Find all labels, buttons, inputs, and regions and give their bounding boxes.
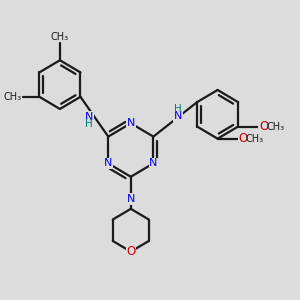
Text: CH₃: CH₃ <box>51 32 69 41</box>
Text: N: N <box>174 111 182 122</box>
Text: O: O <box>126 245 135 258</box>
Text: CH₃: CH₃ <box>4 92 22 102</box>
Text: N: N <box>85 112 93 122</box>
Text: N: N <box>149 158 158 168</box>
Text: CH₃: CH₃ <box>266 122 285 131</box>
Text: O: O <box>238 132 248 145</box>
Text: H: H <box>174 104 182 114</box>
Text: N: N <box>104 158 112 168</box>
Text: O: O <box>259 120 268 133</box>
Text: N: N <box>127 194 135 204</box>
Text: CH₃: CH₃ <box>246 134 264 144</box>
Text: N: N <box>127 118 135 128</box>
Text: H: H <box>85 119 93 129</box>
